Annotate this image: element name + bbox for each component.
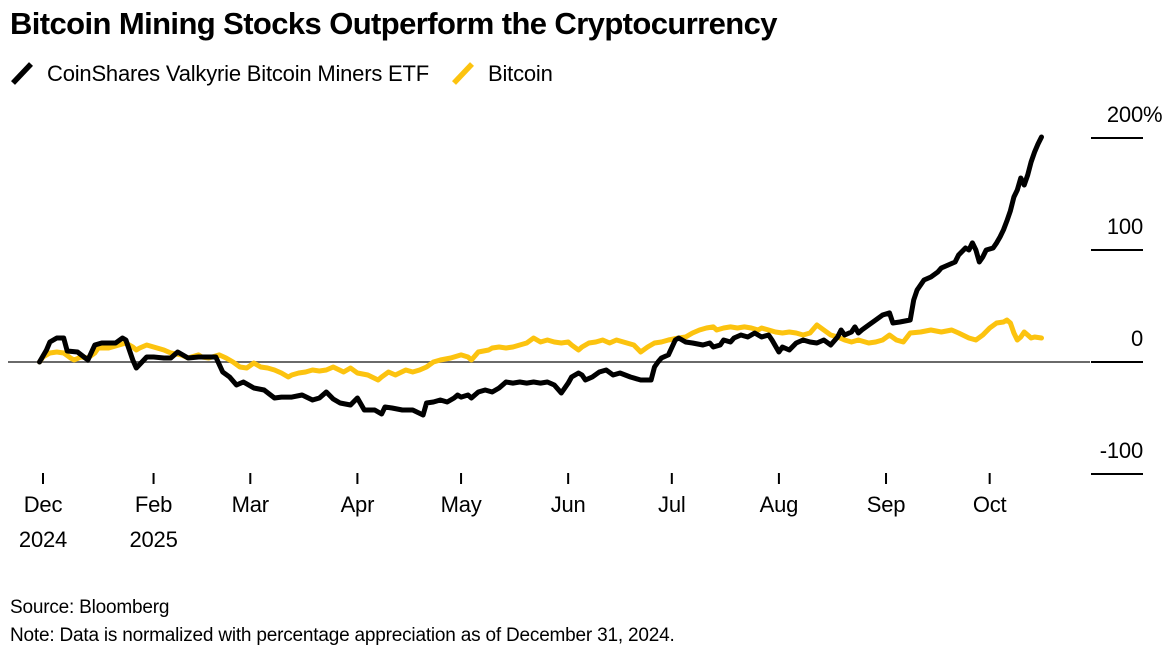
y-axis-label: 200%: [1106, 102, 1163, 127]
y-axis-label: 0: [1130, 326, 1143, 351]
x-axis-year-label: 2024: [18, 527, 68, 552]
x-axis-month-label: Oct: [972, 492, 1007, 517]
bitcoin-line: [37, 317, 1044, 383]
x-axis-month-label: Dec: [23, 492, 63, 517]
x-axis-year-label: 2025: [129, 527, 178, 552]
x-axis-month-label: Mar: [231, 492, 269, 517]
bitcoin-slash-icon: [451, 60, 475, 87]
etf-legend-label: CoinShares Valkyrie Bitcoin Miners ETF: [47, 60, 430, 86]
legend: CoinShares Valkyrie Bitcoin Miners ETF B…: [10, 60, 553, 87]
x-axis-month-label: Jun: [550, 492, 586, 517]
bitcoin-legend-label: Bitcoin: [488, 60, 553, 86]
x-axis-month-label: Jul: [658, 492, 686, 517]
legend-item-miners-etf: CoinShares Valkyrie Bitcoin Miners ETF: [10, 60, 429, 87]
miners-etf-line: [37, 134, 1044, 418]
x-axis-month-label: Apr: [340, 492, 375, 517]
etf-slash-icon: [10, 60, 34, 87]
x-axis-month-label: Aug: [759, 492, 799, 517]
source-note: Source: Bloomberg: [10, 597, 170, 618]
y-axis-label: 100: [1106, 214, 1143, 239]
chart-title: Bitcoin Mining Stocks Outperform the Cry…: [10, 6, 777, 41]
x-axis-month-label: Sep: [866, 492, 906, 517]
x-axis-month-label: Feb: [134, 492, 173, 517]
legend-item-bitcoin: Bitcoin: [451, 60, 553, 87]
x-axis-month-label: May: [440, 492, 482, 517]
footer: Source: Bloomberg Note: Data is normaliz…: [10, 594, 675, 650]
y-axis-label: -100: [1099, 438, 1143, 463]
data-note: Note: Data is normalized with percentage…: [10, 625, 675, 646]
